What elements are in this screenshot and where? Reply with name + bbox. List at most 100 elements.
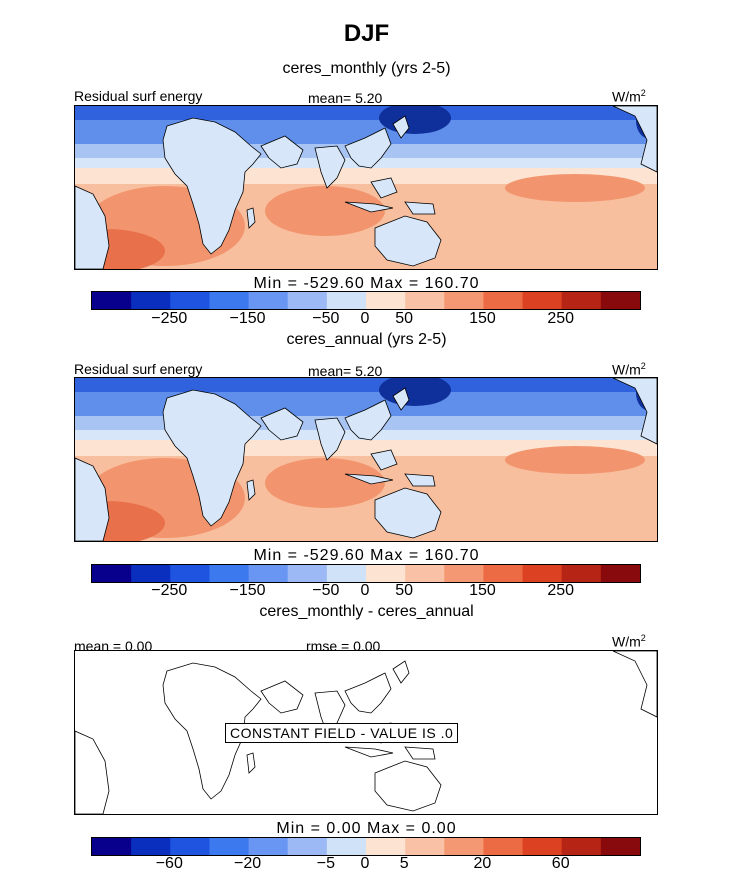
panel-1-colorbar-ticks: −250 −150 −50 0 50 150 250 [91,310,639,330]
colorbar-tick-label: 0 [360,582,370,599]
colorbar-swatch-8 [366,292,406,309]
indian-ocean-warm [265,186,385,236]
coastline-2 [260,135,304,169]
colorbar-swatch-6 [287,292,328,309]
panel-3-minmax: Min = 0.00 Max = 0.00 [276,820,457,837]
colorbar-swatch-5 [248,565,289,582]
coastline-6 [370,449,398,471]
coastline-3 [314,145,346,189]
panel-3-colorbar-ticks: −60 −20 −5 0 5 20 60 [91,855,639,875]
east-pacific-warm [505,446,645,474]
colorbar-swatch-3 [170,292,210,309]
east-pacific-warm [505,174,645,202]
colorbar-swatch-13 [561,565,602,582]
colorbar-tick-label: 50 [395,582,414,599]
colorbar-swatch-9 [405,565,445,582]
colorbar-tick-label: −60 [155,855,183,872]
colorbar-swatch-10 [444,292,484,309]
panel-2-mean: mean= 5.20 [308,363,383,379]
panel-1-mean: mean= 5.20 [308,90,383,106]
coastline-3 [314,417,346,461]
colorbar-swatch-8 [366,565,406,582]
colorbar-swatch-4 [209,292,250,309]
colorbar-swatch-3 [170,838,210,855]
colorbar-swatch-5 [248,292,289,309]
panel-3-colorbar [91,837,641,856]
colorbar-swatch-12 [522,838,563,855]
colorbar-swatch-1 [92,838,132,855]
panel-2-colorbar-ticks: −250 −150 −50 0 50 150 250 [91,582,639,602]
colorbar-tick-label: 150 [469,310,496,327]
coastline-7 [344,473,394,485]
colorbar-swatch-13 [561,838,602,855]
colorbar-swatch-7 [326,292,367,309]
colorbar-swatch-12 [522,565,563,582]
colorbar-tick-label: −150 [229,582,266,599]
coastline-10 [75,730,110,814]
panel-1-title: ceres_monthly (yrs 2-5) [282,60,451,77]
colorbar-swatch-11 [483,292,524,309]
coastline-4 [344,399,392,441]
coastline-4 [344,672,392,714]
colorbar-swatch-11 [483,565,524,582]
colorbar-swatch-14 [600,838,640,855]
panel-3-units: W/m2 [612,633,646,650]
colorbar-tick-label: −20 [233,855,262,872]
colorbar-tick-label: −150 [229,310,266,327]
panel-2-minmax: Min = -529.60 Max = 160.70 [253,547,480,564]
colorbar-tick-label: 0 [360,310,370,327]
colorbar-tick-label: 20 [473,855,492,872]
coastline-9 [374,487,442,539]
coastline-11 [612,651,657,718]
coastline-10 [75,185,110,269]
colorbar-tick-label: 50 [395,310,414,327]
panel-2-colorbar-swatches [92,565,640,582]
colorbar-swatch-9 [405,838,445,855]
panel-1-minmax: Min = -529.60 Max = 160.70 [253,275,480,292]
colorbar-swatch-6 [287,838,328,855]
panel-1-map [74,105,658,270]
colorbar-swatch-7 [326,565,367,582]
panel-2-units: W/m2 [612,361,646,378]
colorbar-tick-label: −5 [316,855,335,872]
coastline-8 [404,201,436,215]
panel-2-map [74,377,658,542]
colorbar-tick-label: 250 [547,310,575,327]
coastline-5 [392,660,410,684]
figure-title: DJF [343,20,390,47]
coastline-5 [392,115,410,139]
panel-2-title: ceres_annual (yrs 2-5) [286,331,447,348]
colorbar-swatch-6 [287,565,328,582]
colorbar-swatch-10 [444,565,484,582]
coastline-12 [246,752,256,774]
panel-2-colorbar [91,564,641,583]
panel-1-heatmap [75,106,657,269]
colorbar-swatch-14 [600,292,640,309]
coastline-1 [162,117,262,255]
coastline-10 [75,457,110,541]
colorbar-swatch-13 [561,292,602,309]
colorbar-tick-label: −250 [151,310,188,327]
band-far-north [75,106,657,120]
coastline-8 [404,473,436,487]
panel-2-field-label: Residual surf energy [74,361,203,377]
colorbar-swatch-4 [209,838,250,855]
colorbar-swatch-5 [248,838,289,855]
colorbar-swatch-4 [209,565,250,582]
colorbar-swatch-2 [131,292,171,309]
colorbar-swatch-11 [483,838,524,855]
colorbar-swatch-14 [600,565,640,582]
colorbar-swatch-12 [522,292,563,309]
band-far-north [75,378,657,392]
colorbar-swatch-3 [170,565,210,582]
colorbar-tick-label: 5 [399,855,409,872]
colorbar-swatch-7 [326,838,367,855]
panel-3-title: ceres_monthly - ceres_annual [259,603,474,620]
colorbar-tick-label: −50 [312,582,340,599]
colorbar-tick-label: −250 [151,582,188,599]
colorbar-swatch-9 [405,292,445,309]
colorbar-tick-label: 60 [551,855,570,872]
coastline-8 [404,746,436,760]
colorbar-tick-label: 150 [469,582,496,599]
colorbar-swatch-1 [92,292,132,309]
